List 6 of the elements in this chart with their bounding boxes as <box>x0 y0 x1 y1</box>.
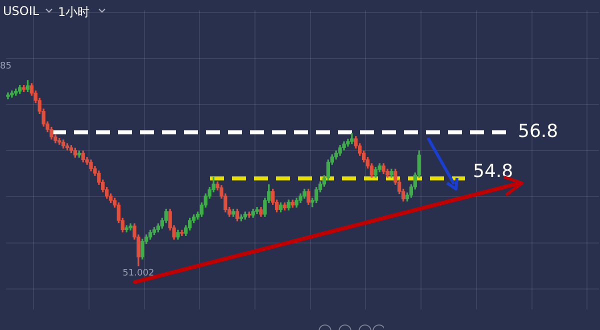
chart-title: USOIL <box>3 4 40 18</box>
annotation: 85 <box>0 61 12 72</box>
chart-subtitle: 1小时 <box>58 4 90 21</box>
ref-line-label: 56.8 <box>518 120 558 142</box>
ref-line-label: 54.8 <box>473 160 514 182</box>
annotation: 51.002 <box>122 268 154 279</box>
